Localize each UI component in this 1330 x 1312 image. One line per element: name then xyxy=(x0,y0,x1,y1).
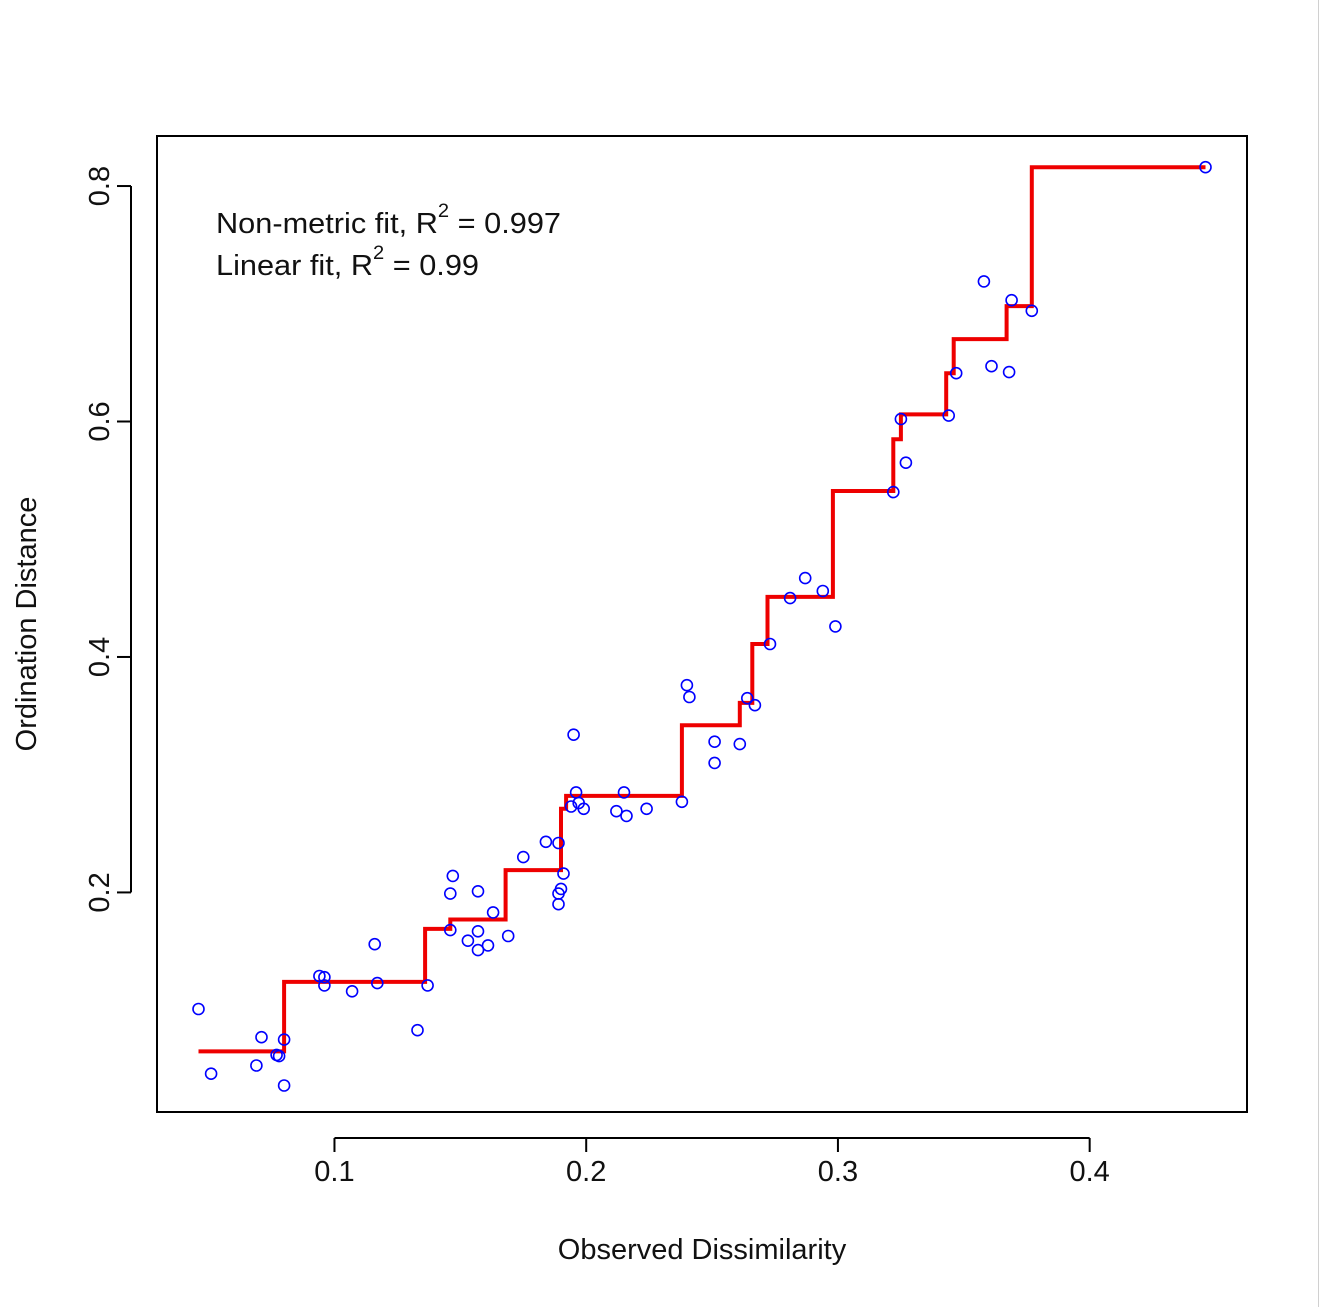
x-tick-label: 0.1 xyxy=(314,1156,354,1188)
x-tick-label: 0.4 xyxy=(1070,1156,1110,1188)
annotation-linear-prefix: Linear fit, R xyxy=(216,250,373,282)
plot-frame xyxy=(156,135,1248,1113)
data-point xyxy=(567,728,580,742)
data-point xyxy=(421,979,434,992)
data-point xyxy=(552,897,565,911)
data-point xyxy=(894,412,908,426)
data-point xyxy=(318,979,331,992)
data-point xyxy=(461,934,475,948)
data-point xyxy=(368,937,382,951)
y-tick-label: 0.4 xyxy=(84,637,116,677)
data-point xyxy=(486,906,500,919)
data-point xyxy=(816,584,830,598)
data-point xyxy=(471,884,485,898)
x-tick-label: 0.3 xyxy=(818,1156,858,1188)
data-point xyxy=(977,275,991,288)
data-point xyxy=(318,970,331,984)
data-point xyxy=(501,929,515,943)
y-tick-label: 0.8 xyxy=(84,166,116,206)
y-axis: 0.2 0.4 0.6 0.8 xyxy=(84,166,132,913)
data-point xyxy=(557,867,570,880)
data-point xyxy=(1025,304,1039,318)
data-point xyxy=(277,1079,291,1092)
data-point xyxy=(949,366,963,380)
data-point xyxy=(577,802,591,816)
data-point xyxy=(680,678,694,692)
data-point xyxy=(443,887,457,900)
data-point xyxy=(204,1067,218,1080)
data-point xyxy=(345,984,359,998)
data-point xyxy=(683,690,696,704)
x-tick-label: 0.2 xyxy=(566,1156,606,1188)
data-point xyxy=(617,786,631,799)
data-point xyxy=(829,620,842,633)
data-point xyxy=(1002,365,1016,379)
data-point xyxy=(250,1059,263,1072)
data-point xyxy=(763,637,777,651)
annotation-linear-suffix: = 0.99 xyxy=(384,250,479,282)
data-point xyxy=(255,1030,268,1044)
x-axis: 0.1 0.2 0.3 0.4 xyxy=(314,1137,1110,1188)
data-point xyxy=(886,485,900,499)
data-point xyxy=(516,850,530,864)
annotation-nonmetric-suffix: = 0.997 xyxy=(449,208,561,240)
points-layer xyxy=(192,160,1212,1092)
data-point xyxy=(370,976,384,990)
data-point xyxy=(1005,293,1018,307)
data-point xyxy=(277,1033,291,1046)
data-point xyxy=(899,456,913,470)
step-fit-line xyxy=(198,165,1206,1054)
annotation-nonmetric-sup: 2 xyxy=(438,201,449,222)
data-point xyxy=(708,756,721,770)
data-point xyxy=(620,809,633,823)
data-point xyxy=(539,835,553,849)
data-point xyxy=(708,735,721,749)
data-point xyxy=(192,1002,205,1016)
y-axis-label: Ordination Distance xyxy=(11,497,43,752)
step-fit-layer xyxy=(198,165,1206,1054)
data-point xyxy=(471,924,485,938)
data-point xyxy=(640,802,653,816)
data-point xyxy=(446,869,460,883)
data-point xyxy=(313,969,326,983)
annotation-nonmetric-prefix: Non-metric fit, R xyxy=(216,208,438,240)
data-point xyxy=(733,737,747,751)
data-point xyxy=(740,691,754,705)
x-axis-label: Observed Dissimilarity xyxy=(558,1234,847,1266)
data-point xyxy=(481,939,495,952)
data-point xyxy=(942,409,956,422)
data-point xyxy=(564,800,578,813)
data-point xyxy=(783,591,797,605)
data-point xyxy=(675,795,689,809)
data-point xyxy=(411,1023,424,1037)
annotation-linear-sup: 2 xyxy=(373,243,384,264)
data-point xyxy=(610,804,623,818)
data-point xyxy=(272,1049,286,1063)
y-tick-label: 0.6 xyxy=(84,401,116,441)
data-point xyxy=(798,571,812,585)
data-point xyxy=(554,882,568,896)
data-point xyxy=(985,359,998,373)
data-point xyxy=(471,943,485,957)
data-point xyxy=(748,698,762,712)
data-point xyxy=(1199,160,1212,174)
data-point xyxy=(552,836,565,850)
y-tick-label: 0.2 xyxy=(84,872,116,912)
data-point xyxy=(443,923,457,937)
window-right-edge xyxy=(1318,0,1330,1307)
